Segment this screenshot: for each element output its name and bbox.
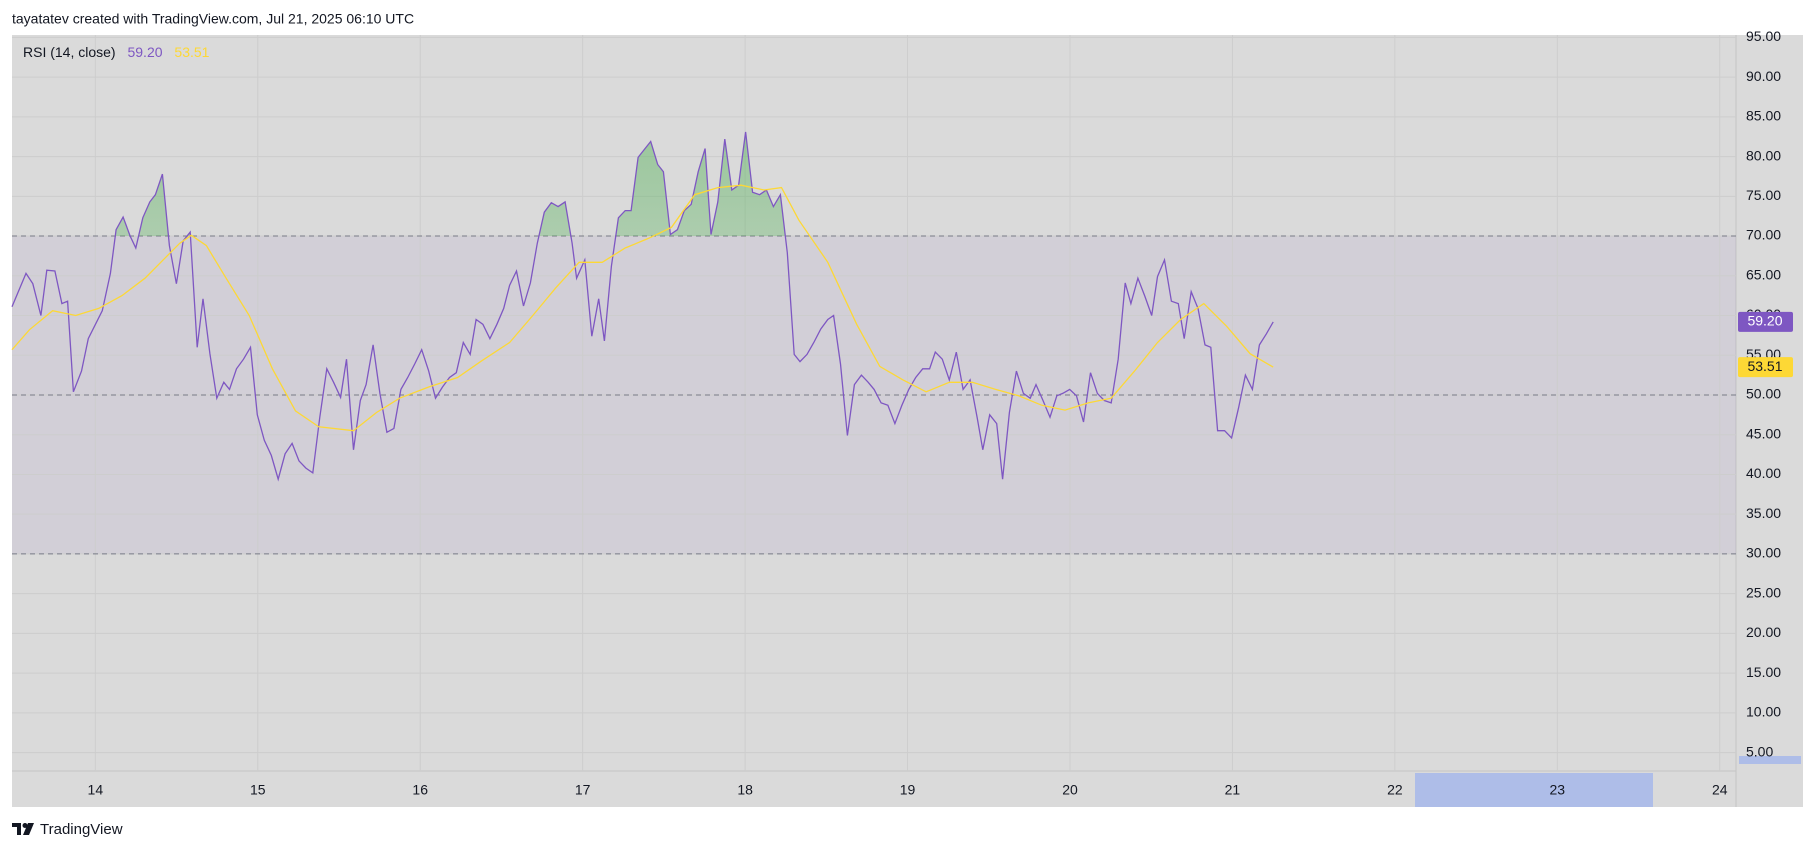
last-value-badge	[1738, 311, 1793, 332]
x-tick-label: 24	[1712, 782, 1728, 798]
x-tick-label: 21	[1225, 782, 1241, 798]
x-tick-label: 15	[250, 782, 266, 798]
price-highlight	[1739, 756, 1801, 764]
legend: RSI (14, close) 59.20 53.51	[23, 44, 210, 60]
series-line	[11, 131, 1274, 482]
last-value-label: 59.20	[1747, 313, 1782, 329]
legend-title: RSI (14, close)	[23, 44, 116, 60]
series-line	[11, 184, 1274, 432]
y-tick-label: 25.00	[1746, 584, 1781, 600]
last-value-badge	[1738, 357, 1793, 378]
time-highlight	[1415, 773, 1653, 807]
y-tick-label: 80.00	[1746, 147, 1781, 163]
y-tick-label: 15.00	[1746, 664, 1781, 680]
y-tick-label: 95.00	[1746, 28, 1781, 44]
x-tick-label: 16	[412, 782, 428, 798]
plot: 5.00 10.00 15.00 20.00 25.00 30.00 35.00 40.00 4…	[11, 28, 1793, 798]
y-tick-label: 30.00	[1746, 545, 1781, 561]
y-tick-label: 40.00	[1746, 465, 1781, 481]
y-tick-label: 5.00	[1746, 743, 1773, 759]
legend-value: 59.20	[127, 44, 162, 60]
y-tick-label: 85.00	[1746, 108, 1781, 124]
overbought-fill	[115, 131, 786, 237]
x-tick-label: 17	[575, 782, 591, 798]
brand-name: TradingView	[40, 821, 123, 838]
x-tick-label: 20	[1062, 782, 1078, 798]
legend-value: 53.51	[174, 44, 209, 60]
y-tick-label: 35.00	[1746, 505, 1781, 521]
y-tick-label: 50.00	[1746, 386, 1781, 402]
y-tick-label: 90.00	[1746, 68, 1781, 84]
x-tick-label: 22	[1387, 782, 1403, 798]
brand-logo	[12, 823, 34, 835]
x-tick-label: 19	[900, 782, 916, 798]
last-value-label: 53.51	[1747, 358, 1782, 374]
x-tick-label: 14	[88, 782, 104, 798]
plot-background	[12, 35, 1736, 807]
header-text: tayatatev created with TradingView.com, …	[12, 11, 414, 27]
price-axis	[1736, 35, 1803, 807]
y-tick-label: 75.00	[1746, 187, 1781, 203]
x-tick-label: 18	[737, 782, 753, 798]
x-tick-label: 23	[1550, 782, 1566, 798]
y-tick-label: 70.00	[1746, 227, 1781, 243]
y-tick-label: 10.00	[1746, 704, 1781, 720]
y-tick-label: 20.00	[1746, 624, 1781, 640]
y-tick-label: 45.00	[1746, 425, 1781, 441]
y-tick-label: 65.00	[1746, 266, 1781, 282]
